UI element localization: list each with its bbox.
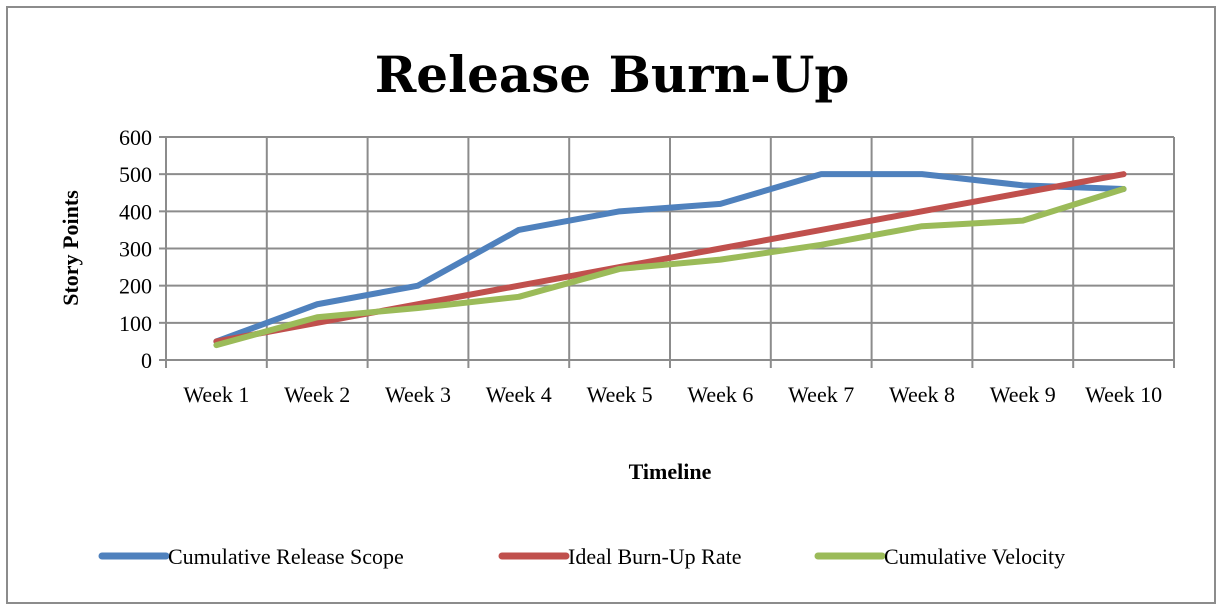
y-axis-ticks: 0 100 200 300 400 500 600 bbox=[119, 125, 152, 373]
gridlines bbox=[165, 136, 1175, 360]
axes bbox=[159, 136, 1175, 368]
x-tick-label: Week 10 bbox=[1085, 382, 1162, 407]
x-tick-label: Week 6 bbox=[687, 382, 753, 407]
x-tick-label: Week 1 bbox=[183, 382, 249, 407]
chart-frame bbox=[6, 6, 1216, 604]
y-axis-title: Story Points bbox=[58, 190, 83, 306]
chart-title: Release Burn-Up bbox=[375, 45, 850, 104]
y-tick-label: 400 bbox=[119, 199, 152, 224]
x-tick-label: Week 8 bbox=[889, 382, 955, 407]
y-tick-label: 600 bbox=[119, 125, 152, 150]
x-tick-label: Week 5 bbox=[587, 382, 653, 407]
x-tick-label: Week 2 bbox=[284, 382, 350, 407]
y-tick-label: 100 bbox=[119, 311, 152, 336]
series-lines bbox=[213, 171, 1127, 349]
y-tick-label: 200 bbox=[119, 274, 152, 299]
y-tick-label: 0 bbox=[141, 348, 152, 373]
x-tick-label: Week 3 bbox=[385, 382, 451, 407]
x-tick-label: Week 4 bbox=[486, 382, 552, 407]
x-axis-ticks: Week 1 Week 2 Week 3 Week 4 Week 5 Week 6 Week… bbox=[183, 382, 1162, 407]
y-tick-label: 300 bbox=[119, 237, 152, 262]
legend-label: Cumulative Release Scope bbox=[168, 544, 404, 569]
legend-label: Cumulative Velocity bbox=[884, 544, 1065, 569]
x-axis-title: Timeline bbox=[629, 459, 712, 484]
legend-label: Ideal Burn-Up Rate bbox=[568, 544, 742, 569]
series-line-3 bbox=[213, 186, 1127, 349]
series-line-1 bbox=[213, 171, 1127, 345]
x-tick-label: Week 9 bbox=[990, 382, 1056, 407]
x-tick-label: Week 7 bbox=[788, 382, 854, 407]
legend: Cumulative Release Scope Ideal Burn-Up Ra… bbox=[98, 544, 1065, 569]
y-tick-label: 500 bbox=[119, 162, 152, 187]
